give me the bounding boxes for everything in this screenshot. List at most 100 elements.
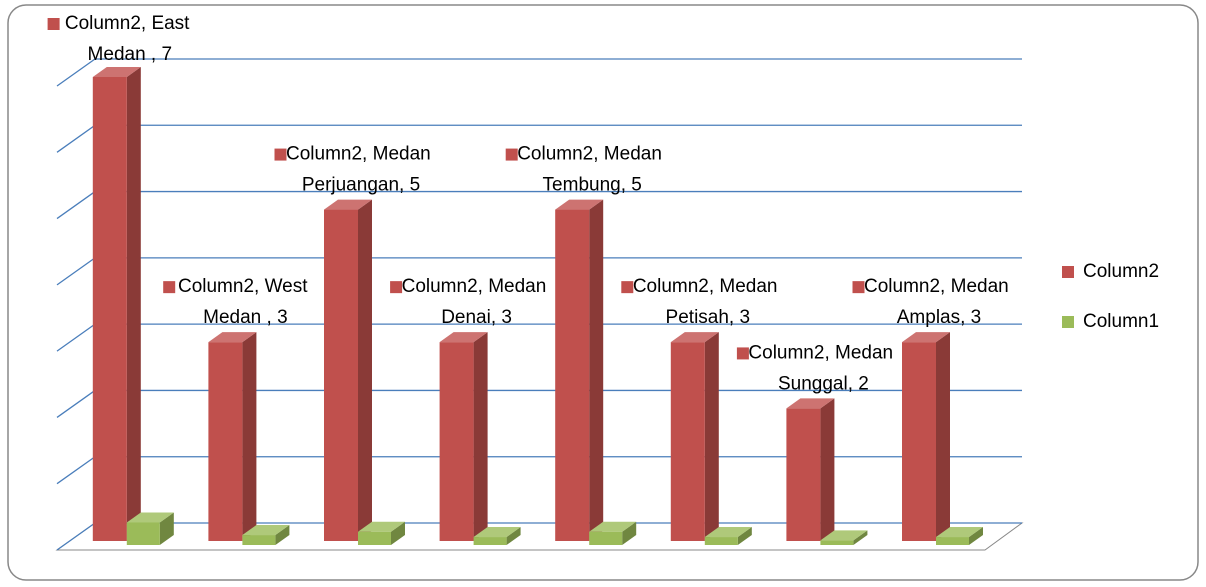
bar-side <box>391 521 405 545</box>
bar <box>208 332 257 541</box>
bar-front <box>589 531 623 545</box>
bar-top <box>902 332 950 343</box>
bar-front <box>358 531 391 545</box>
bar-top <box>126 512 174 523</box>
bar-side <box>473 332 488 541</box>
bar-front <box>820 540 854 545</box>
bar <box>358 521 405 545</box>
data-label-line: Column2, East <box>65 13 195 34</box>
bar-side <box>242 332 257 541</box>
data-label-key <box>390 281 403 294</box>
data-label: Column2, Medan Petisah, 3 <box>633 276 783 328</box>
bar-top <box>92 67 141 77</box>
bar-top <box>704 527 752 538</box>
data-label: Column2, Medan Denai, 3 <box>402 276 552 328</box>
data-label-line: Column2, Medan <box>633 276 783 297</box>
bar-top <box>473 527 521 538</box>
bar <box>555 199 604 542</box>
data-label: Column2, West Medan , 3 <box>178 276 313 328</box>
bar-front <box>126 522 160 545</box>
bar-side <box>358 199 372 542</box>
data-label-key <box>163 281 176 294</box>
data-label: Column2, Medan Tembung, 5 <box>517 144 667 196</box>
bar-side <box>622 521 637 545</box>
bar-side <box>506 527 521 545</box>
bar <box>786 398 835 541</box>
bar-front <box>670 342 705 541</box>
bar-top <box>589 521 637 532</box>
bar-side <box>853 530 868 545</box>
bar-front <box>208 342 243 541</box>
data-label-line: Sunggal, 2 <box>778 373 869 394</box>
bar-top <box>208 332 257 343</box>
data-label: Column2, East Medan , 7 <box>65 13 195 65</box>
bar-side <box>589 199 604 542</box>
data-label: Column2, Medan Amplas, 3 <box>864 276 1014 328</box>
data-label-key <box>852 281 865 294</box>
bar-top <box>242 525 290 536</box>
bar <box>936 527 983 545</box>
bar <box>92 67 141 541</box>
data-label-key <box>736 347 749 360</box>
bar-top <box>555 199 604 210</box>
data-label-line: Medan , 7 <box>88 44 173 65</box>
data-label-key <box>621 281 634 294</box>
bar <box>324 199 372 542</box>
bar-side <box>936 332 950 541</box>
bar <box>242 525 290 545</box>
data-label-line: Column2, Medan <box>402 276 552 297</box>
legend-key <box>1062 316 1074 328</box>
data-label-key <box>274 148 287 161</box>
bar <box>704 527 752 545</box>
data-label-key <box>505 148 518 161</box>
bar <box>589 521 637 545</box>
data-label-line: Perjuangan, 5 <box>302 175 420 196</box>
bar-side <box>275 525 290 545</box>
grid-line <box>56 58 1022 87</box>
data-label-line: Amplas, 3 <box>897 307 981 328</box>
bar-front <box>902 342 936 541</box>
bar-front <box>242 535 276 545</box>
data-label-line: Denai, 3 <box>441 307 512 328</box>
data-label-line: Column2, Medan <box>517 144 667 165</box>
bar-front <box>936 537 969 545</box>
bar-side <box>126 67 141 541</box>
bar-side <box>704 332 719 541</box>
bar-top <box>820 530 868 541</box>
data-label-key <box>47 18 60 30</box>
data-label: Column2, Medan Perjuangan, 5 <box>286 144 436 196</box>
bar-front <box>92 77 127 541</box>
data-label-line: Medan , 3 <box>203 307 288 328</box>
data-label-line: Petisah, 3 <box>666 307 751 328</box>
legend-key <box>1062 266 1074 278</box>
legend-label: Column1 <box>1083 311 1159 332</box>
bar <box>670 332 719 541</box>
data-label: Column2, Medan Sunggal, 2 <box>748 342 898 394</box>
data-label-line: Column2, West <box>178 276 313 297</box>
bar <box>439 332 488 541</box>
legend-label: Column2 <box>1083 261 1159 282</box>
bar-front <box>473 537 507 545</box>
bar-front <box>324 209 358 542</box>
bar-top <box>358 521 405 532</box>
data-label-line: Column2, Medan <box>748 342 898 363</box>
bar-top <box>324 199 372 210</box>
bar-top <box>936 527 983 538</box>
bar <box>473 527 521 545</box>
bar-side <box>159 512 174 545</box>
bar-side <box>737 527 752 545</box>
bar-side <box>820 398 835 541</box>
bar <box>126 512 174 545</box>
bar-front <box>555 209 590 542</box>
bar-top <box>670 332 719 343</box>
bar-top <box>786 398 835 409</box>
data-label-line: Column2, Medan <box>286 144 436 165</box>
bar-front <box>786 408 821 541</box>
bar-top <box>439 332 488 343</box>
bar <box>820 530 868 545</box>
bar-side <box>969 527 983 545</box>
bar-front <box>704 537 738 545</box>
bar <box>902 332 950 541</box>
bar-front <box>439 342 474 541</box>
